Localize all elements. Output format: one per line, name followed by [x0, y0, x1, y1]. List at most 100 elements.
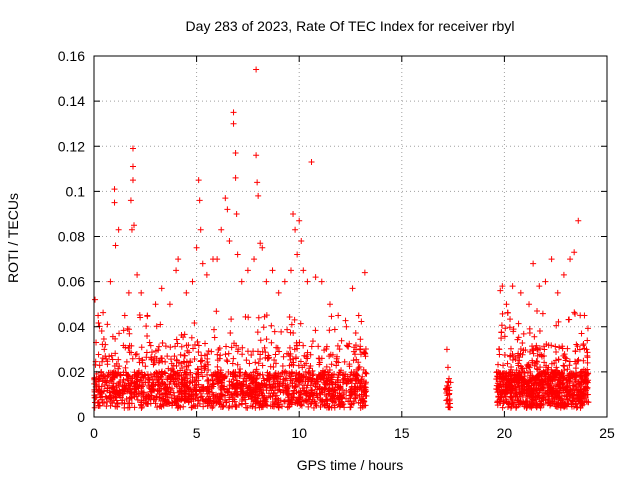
data-point: [563, 376, 570, 383]
data-point: [547, 374, 554, 381]
data-point: [129, 355, 136, 362]
data-point: [195, 349, 202, 356]
data-point: [167, 344, 174, 351]
data-point: [102, 341, 109, 348]
data-point: [303, 353, 310, 360]
data-point: [530, 388, 537, 395]
data-point: [277, 373, 284, 380]
data-point: [524, 402, 531, 409]
data-point: [577, 393, 584, 400]
data-point: [530, 346, 537, 353]
data-point: [556, 392, 563, 399]
data-point: [97, 389, 104, 396]
data-point: [508, 375, 515, 382]
data-point: [280, 353, 287, 360]
data-point: [214, 393, 221, 400]
data-point: [227, 330, 234, 337]
data-point: [180, 381, 187, 388]
data-point: [297, 320, 304, 327]
data-point: [509, 357, 516, 364]
data-point: [98, 396, 105, 403]
data-point: [562, 403, 569, 410]
data-point: [221, 374, 228, 381]
data-point: [200, 403, 207, 410]
data-point: [167, 389, 174, 396]
data-point: [574, 357, 581, 364]
data-point: [569, 387, 576, 394]
data-point: [196, 197, 203, 204]
data-point: [361, 349, 368, 356]
data-point: [148, 388, 155, 395]
data-point: [223, 343, 230, 350]
data-point: [217, 371, 224, 378]
data-point: [197, 226, 204, 233]
data-point: [194, 365, 201, 372]
data-point: [226, 385, 233, 392]
data-point: [134, 271, 141, 278]
data-point: [181, 352, 188, 359]
data-point: [504, 309, 511, 316]
data-point: [355, 312, 362, 319]
data-point: [179, 395, 186, 402]
data-point: [269, 399, 276, 406]
data-point: [324, 400, 331, 407]
data-point: [294, 399, 301, 406]
data-point: [361, 269, 368, 276]
data-point: [343, 387, 350, 394]
data-point: [328, 313, 335, 320]
data-point: [233, 391, 240, 398]
data-point: [253, 380, 260, 387]
data-point: [179, 365, 186, 372]
data-point: [575, 356, 582, 363]
data-point: [276, 380, 283, 387]
data-point: [131, 389, 138, 396]
data-point: [363, 370, 370, 377]
data-point: [304, 390, 311, 397]
data-point: [191, 341, 198, 348]
data-point: [304, 349, 311, 356]
data-point: [335, 396, 342, 403]
data-point: [346, 361, 353, 368]
data-point: [279, 382, 286, 389]
data-point: [358, 318, 365, 325]
data-point: [283, 388, 290, 395]
data-point: [496, 346, 503, 353]
data-point: [203, 271, 210, 278]
data-point: [269, 267, 276, 274]
data-point: [111, 186, 118, 193]
data-point: [154, 387, 161, 394]
data-point: [205, 367, 212, 374]
data-point: [555, 318, 562, 325]
data-point: [162, 370, 169, 377]
data-point: [341, 358, 348, 365]
y-tick-label: 0.06: [58, 274, 85, 290]
data-point: [540, 352, 547, 359]
data-point: [343, 342, 350, 349]
data-point: [232, 174, 239, 181]
data-point: [99, 355, 106, 362]
data-point: [239, 351, 246, 358]
data-point: [566, 374, 573, 381]
data-point: [219, 382, 226, 389]
data-point: [552, 343, 559, 350]
data-point: [118, 399, 125, 406]
data-point: [323, 346, 330, 353]
data-point: [201, 365, 208, 372]
data-point: [323, 396, 330, 403]
data-point: [320, 375, 327, 382]
data-point: [154, 404, 161, 411]
data-point: [262, 354, 269, 361]
data-point: [494, 399, 501, 406]
data-point: [270, 381, 277, 388]
data-point: [234, 251, 241, 258]
data-point: [533, 384, 540, 391]
data-point: [533, 358, 540, 365]
data-point: [283, 375, 290, 382]
data-point: [275, 404, 282, 411]
data-point: [314, 392, 321, 399]
data-point: [138, 399, 145, 406]
data-point: [167, 372, 174, 379]
data-point: [216, 345, 223, 352]
data-point: [546, 381, 553, 388]
data-point: [316, 385, 323, 392]
